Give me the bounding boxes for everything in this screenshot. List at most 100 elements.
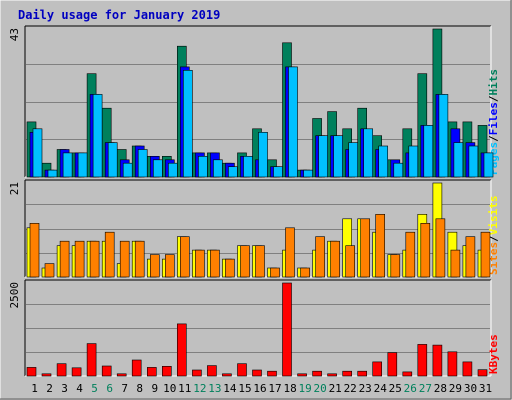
bar-sites-day-18 [285,227,295,278]
legend-separator: / [487,235,500,242]
bar-kbytes-day-7 [116,373,127,377]
bar-kbytes-day-25 [387,352,398,377]
bar-sites-day-17 [270,267,280,278]
bar-kbytes-day-15 [237,363,247,377]
bar-pages-day-9 [153,159,163,178]
x-tick-day-18: 18 [283,382,296,395]
x-tick-day-21: 21 [329,382,342,395]
chart-title: Daily usage for January 2019 [18,8,220,22]
x-tick-day-24: 24 [374,382,388,395]
x-tick-day-29: 29 [449,382,462,395]
bar-kbytes-day-14 [222,373,232,377]
bar-kbytes-day-29 [447,351,458,377]
bar-pages-day-16 [258,132,268,178]
x-tick-day-20: 20 [313,382,326,395]
bar-sites-day-31 [480,231,491,278]
bar-pages-day-7 [122,162,133,178]
bar-sites-day-1 [29,223,40,278]
x-tick-day-4: 4 [76,382,83,395]
bar-sites-day-19 [300,267,310,278]
x-tick-day-1: 1 [31,382,38,395]
bar-sites-day-30 [465,236,476,278]
bar-pages-day-31 [483,152,494,178]
bar-pages-day-6 [107,142,118,178]
x-tick-day-19: 19 [298,382,311,395]
x-tick-day-9: 9 [151,382,158,395]
x-tick-day-22: 22 [344,382,357,395]
bar-sites-day-22 [345,245,356,278]
bar-pages-day-29 [453,142,464,178]
legend-separator: / [487,95,500,102]
bar-sites-day-24 [375,214,386,278]
bar-sites-day-4 [74,240,85,278]
bar-sites-day-28 [435,218,446,278]
x-tick-day-31: 31 [479,382,492,395]
bar-kbytes-day-19 [297,373,307,377]
bar-sites-day-10 [165,254,175,278]
bar-kbytes-day-10 [162,365,172,377]
bar-sites-day-3 [59,240,70,278]
bar-sites-day-9 [150,254,160,278]
x-tick-day-25: 25 [389,382,402,395]
bar-sites-day-27 [420,223,431,278]
bar-sites-day-23 [360,218,371,278]
x-tick-day-16: 16 [253,382,266,395]
bar-pages-day-30 [468,145,479,178]
bar-pages-day-15 [243,156,253,178]
legend-entry-files: Files [487,102,500,135]
bar-pages-day-25 [393,162,404,178]
bar-sites-day-29 [450,249,461,278]
y-max-label-kbytes: 2500 [8,282,21,309]
bar-kbytes-day-18 [282,282,292,377]
bar-sites-day-8 [134,240,145,278]
bar-pages-day-14 [228,166,238,178]
bar-kbytes-day-30 [462,361,473,377]
bar-kbytes-day-6 [101,365,112,377]
bar-pages-day-11 [183,70,193,178]
bar-pages-day-19 [303,169,313,178]
bar-kbytes-day-1 [26,367,37,377]
bar-pages-day-18 [288,66,298,178]
legend-kbytes: KBytes [487,334,500,374]
panel-kbytes: 2500 KBytes [8,279,500,377]
bar-kbytes-day-31 [477,369,488,377]
x-tick-day-13: 13 [208,382,221,395]
legend-entry-visits: Visits [487,196,500,236]
legend-entry-hits: Hits [487,69,500,96]
x-tick-day-3: 3 [61,382,68,395]
bar-pages-day-20 [318,135,328,178]
bar-pages-day-1 [32,128,43,178]
bar-kbytes-day-4 [71,367,82,377]
bar-sites-day-2 [44,263,55,278]
x-tick-day-10: 10 [163,382,176,395]
bar-pages-day-26 [408,145,419,178]
bar-sites-day-5 [89,240,100,278]
x-tick-day-14: 14 [223,382,237,395]
x-tick-day-11: 11 [178,382,191,395]
bar-pages-day-8 [137,149,148,178]
bar-sites-day-6 [104,231,115,278]
bar-kbytes-day-12 [192,369,202,377]
bar-kbytes-day-16 [252,369,262,377]
bar-kbytes-day-17 [267,370,277,377]
x-tick-day-15: 15 [238,382,251,395]
bar-sites-day-25 [390,254,401,278]
x-tick-day-26: 26 [404,382,417,395]
bar-pages-day-13 [213,159,223,178]
bar-pages-day-28 [438,94,449,178]
x-tick-day-5: 5 [91,382,98,395]
bar-sites-day-12 [195,249,205,278]
bar-kbytes-day-27 [417,344,428,377]
bar-kbytes-day-3 [56,363,67,377]
bar-kbytes-day-13 [207,365,217,377]
bar-pages-day-12 [198,156,208,178]
bar-sites-day-21 [330,240,340,278]
bar-kbytes-day-26 [402,371,413,377]
bar-pages-day-4 [77,152,88,178]
bar-sites-day-13 [210,249,220,278]
x-tick-day-2: 2 [46,382,53,395]
bar-pages-day-10 [168,162,178,178]
